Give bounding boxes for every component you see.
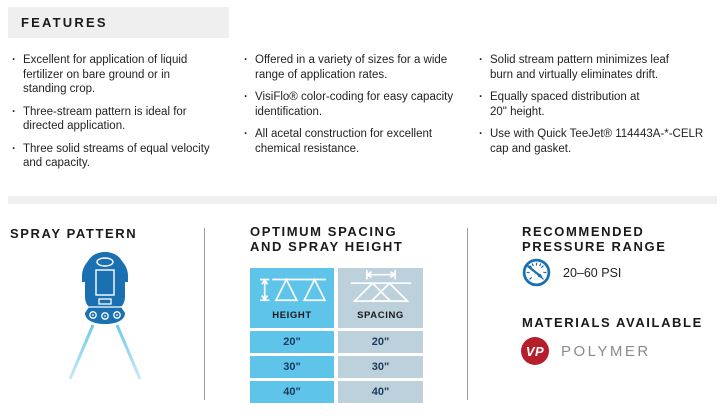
spray-height-diagram-icon bbox=[260, 277, 326, 302]
table-header-spacing: SPACING bbox=[338, 268, 423, 328]
feature-text: Equally spaced distribution at 20" heigh… bbox=[490, 91, 640, 118]
bullet-dot: · bbox=[12, 54, 16, 66]
spacing-height-table: HEIGHT SPACING 20" bbox=[250, 268, 423, 403]
nozzle-icon bbox=[68, 252, 142, 382]
feature-item: · Equally spaced distribution at 20" hei… bbox=[479, 90, 721, 119]
feature-text: Three solid streams of equal velocity an… bbox=[23, 142, 210, 170]
spray-pattern-title: SPRAY PATTERN bbox=[10, 226, 138, 241]
table-cell-spacing-row3: 40" bbox=[338, 381, 423, 403]
table-header-height: HEIGHT bbox=[250, 268, 334, 328]
spacing-column-label: SPACING bbox=[357, 310, 404, 321]
pressure-range-title: RECOMMENDED PRESSURE RANGE bbox=[522, 224, 667, 254]
feature-text: All acetal construction for excellent ch… bbox=[255, 128, 433, 155]
features-column-3: · Solid stream pattern minimizes leaf bu… bbox=[479, 53, 721, 164]
feature-item: · Solid stream pattern minimizes leaf bu… bbox=[479, 53, 721, 82]
material-name: POLYMER bbox=[561, 342, 651, 360]
nozzle-spacing-diagram-icon bbox=[350, 269, 411, 302]
feature-item: · Three-stream pattern is ideal for dire… bbox=[12, 105, 238, 134]
features-title: FEATURES bbox=[21, 15, 108, 30]
material-row: VP POLYMER bbox=[521, 337, 651, 365]
three-stream-nozzle-illustration bbox=[55, 250, 155, 385]
feature-item: · Use with Quick TeeJet® 114443A-*-CELR … bbox=[479, 127, 721, 156]
feature-text: VisiFlo® color-coding for easy capacity … bbox=[255, 91, 454, 118]
table-cell-height-row2: 30" bbox=[250, 356, 334, 378]
materials-title: MATERIALS AVAILABLE bbox=[522, 315, 703, 330]
bullet-dot: · bbox=[244, 91, 248, 103]
feature-text: Solid stream pattern minimizes leaf burn… bbox=[490, 54, 669, 81]
feature-item: · Three solid streams of equal velocity … bbox=[12, 142, 238, 171]
height-column-label: HEIGHT bbox=[272, 310, 312, 321]
features-header-band: FEATURES bbox=[8, 7, 229, 38]
feature-item: · All acetal construction for excellent … bbox=[244, 127, 476, 156]
feature-text: Offered in a variety of sizes for a wide… bbox=[255, 54, 448, 81]
pressure-value: 20–60 PSI bbox=[563, 265, 622, 280]
feature-text: Excellent for application of liquid fert… bbox=[23, 54, 188, 95]
bullet-dot: · bbox=[244, 128, 248, 140]
bullet-dot: · bbox=[244, 54, 248, 66]
bullet-dot: · bbox=[12, 142, 16, 155]
feature-item: · VisiFlo® color-coding for easy capacit… bbox=[244, 90, 476, 119]
vertical-divider bbox=[204, 228, 205, 400]
features-column-1: · Excellent for application of liquid fe… bbox=[12, 53, 238, 179]
vp-material-badge: VP bbox=[521, 337, 549, 365]
vertical-divider bbox=[467, 228, 468, 400]
section-divider-band bbox=[8, 196, 717, 204]
bullet-dot: · bbox=[479, 91, 483, 103]
bullet-dot: · bbox=[12, 105, 16, 118]
table-cell-spacing-row2: 30" bbox=[338, 356, 423, 378]
table-cell-spacing-row1: 20" bbox=[338, 331, 423, 353]
feature-item: · Offered in a variety of sizes for a wi… bbox=[244, 53, 476, 82]
features-column-2: · Offered in a variety of sizes for a wi… bbox=[244, 53, 476, 164]
bullet-dot: · bbox=[479, 128, 483, 140]
pressure-range-row: 20–60 PSI bbox=[521, 257, 621, 288]
pressure-gauge-icon bbox=[522, 258, 551, 287]
bullet-dot: · bbox=[479, 54, 483, 66]
feature-text: Three-stream pattern is ideal for direct… bbox=[23, 105, 187, 133]
feature-item: · Excellent for application of liquid fe… bbox=[12, 53, 238, 97]
feature-text: Use with Quick TeeJet® 114443A-*-CELR ca… bbox=[490, 128, 704, 155]
table-cell-height-row3: 40" bbox=[250, 381, 334, 403]
spacing-table-title: OPTIMUM SPACING AND SPRAY HEIGHT bbox=[250, 224, 404, 254]
table-cell-height-row1: 20" bbox=[250, 331, 334, 353]
